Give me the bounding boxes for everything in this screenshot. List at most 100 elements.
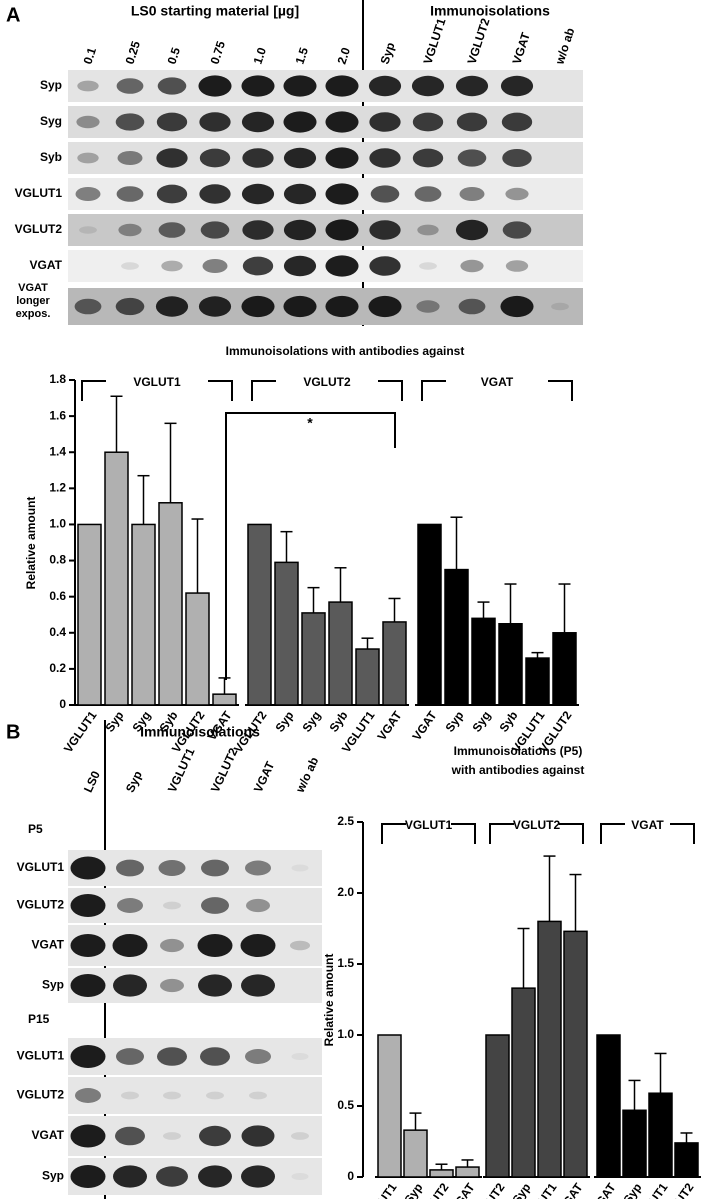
blot-band <box>246 898 270 913</box>
blot-band <box>368 75 402 97</box>
blot-band <box>417 224 439 236</box>
bar <box>77 523 102 706</box>
blot-band <box>502 221 532 239</box>
significance-bracket <box>225 412 396 680</box>
blot-strip <box>68 1158 322 1195</box>
blot-band <box>70 973 106 998</box>
y-tick-label: 0.6 <box>49 589 66 603</box>
blot-band <box>161 260 183 272</box>
blot-band <box>455 219 489 241</box>
section-label: P15 <box>28 1012 50 1026</box>
lane-label: VGAT <box>251 759 278 795</box>
blot-band <box>156 1166 188 1187</box>
lane-label: LS0 <box>81 768 103 794</box>
blot-band <box>156 112 188 132</box>
x-tick-label: Syb <box>326 709 350 735</box>
row-label: VGAT longer expos. <box>15 282 51 320</box>
blot-band <box>241 295 275 318</box>
bar <box>212 693 237 706</box>
blot-band <box>118 223 142 237</box>
blot-band <box>158 222 186 238</box>
y-tick-label: 1.5 <box>337 956 354 970</box>
blot-band <box>70 933 106 958</box>
blot-band <box>291 1173 309 1180</box>
blot-band <box>74 298 102 315</box>
x-tick-label: VGAT <box>588 1180 618 1199</box>
blot-band <box>157 77 187 95</box>
lane-label: VGLUT1 <box>421 16 449 66</box>
x-tick-label: Syg <box>299 709 323 735</box>
blot-band <box>458 298 486 315</box>
blot-band <box>121 262 139 270</box>
blot-band <box>198 1165 232 1188</box>
blot-band <box>369 148 401 168</box>
bar <box>622 1109 647 1178</box>
group-label: VGLUT1 <box>405 818 453 832</box>
bar <box>131 523 156 706</box>
blot-band <box>70 1164 106 1189</box>
blot-strip <box>68 1077 322 1114</box>
blot-band <box>242 148 274 168</box>
bar <box>274 561 299 706</box>
blot-band <box>500 295 534 318</box>
blot-band <box>113 974 147 997</box>
blot-band <box>156 184 188 204</box>
blot-band <box>116 78 144 94</box>
blot-band <box>77 152 99 164</box>
row-label: VGLUT2 <box>17 1088 65 1102</box>
lane-label: 0.5 <box>165 45 184 66</box>
blot-band <box>75 1088 101 1103</box>
blot-band <box>121 1091 139 1100</box>
blot-band <box>115 297 145 316</box>
blot-band <box>291 864 309 872</box>
row-label: Syp <box>40 78 62 92</box>
bar <box>485 1034 510 1178</box>
blot-band <box>325 75 359 97</box>
blot-band <box>116 186 144 202</box>
blot-band <box>368 295 402 318</box>
blot-band <box>197 933 233 958</box>
lane-label: w/o ab <box>552 26 577 67</box>
lane-label: 1.0 <box>251 45 270 66</box>
blot-band <box>456 112 488 132</box>
blot-band <box>412 112 444 132</box>
bar <box>104 451 129 706</box>
lane-label: 2.0 <box>335 45 354 66</box>
blot-band <box>459 187 485 201</box>
bar <box>648 1092 673 1178</box>
x-tick-label: VGLUT1 <box>361 1180 400 1199</box>
blot-band <box>201 897 229 914</box>
bar <box>185 592 210 706</box>
blot-band <box>283 111 317 133</box>
blot-band <box>113 1165 147 1188</box>
bar <box>247 523 272 706</box>
row-label: VGAT <box>32 1128 65 1142</box>
blot-strip <box>68 1038 322 1075</box>
blot-band <box>198 75 232 97</box>
blot-band <box>455 75 489 97</box>
bar <box>429 1169 454 1178</box>
blot-band <box>163 901 181 910</box>
blot-band <box>369 220 401 240</box>
chart-title: Immunoisolations with antibodies against <box>226 344 465 358</box>
blot-strip <box>68 888 322 923</box>
blot-band <box>241 1165 275 1188</box>
y-tick-label: 1.6 <box>49 408 66 422</box>
blot-band <box>116 859 144 877</box>
bar <box>537 920 562 1178</box>
group-bracket <box>81 380 106 401</box>
lane-label: 0.25 <box>123 39 144 66</box>
blot-band <box>291 1053 309 1060</box>
blot-band <box>242 256 274 276</box>
group-label: VGLUT2 <box>513 818 561 832</box>
blot-band <box>414 186 442 202</box>
section-label: P5 <box>28 822 43 836</box>
blot-band <box>457 149 487 167</box>
blot-band <box>155 296 189 317</box>
x-tick-label: Syp <box>509 1181 533 1199</box>
blot-header: Immunoisolations <box>140 724 260 740</box>
blot-band <box>290 940 310 951</box>
group-label: VGLUT2 <box>303 375 351 389</box>
group-label: VGLUT1 <box>133 375 181 389</box>
